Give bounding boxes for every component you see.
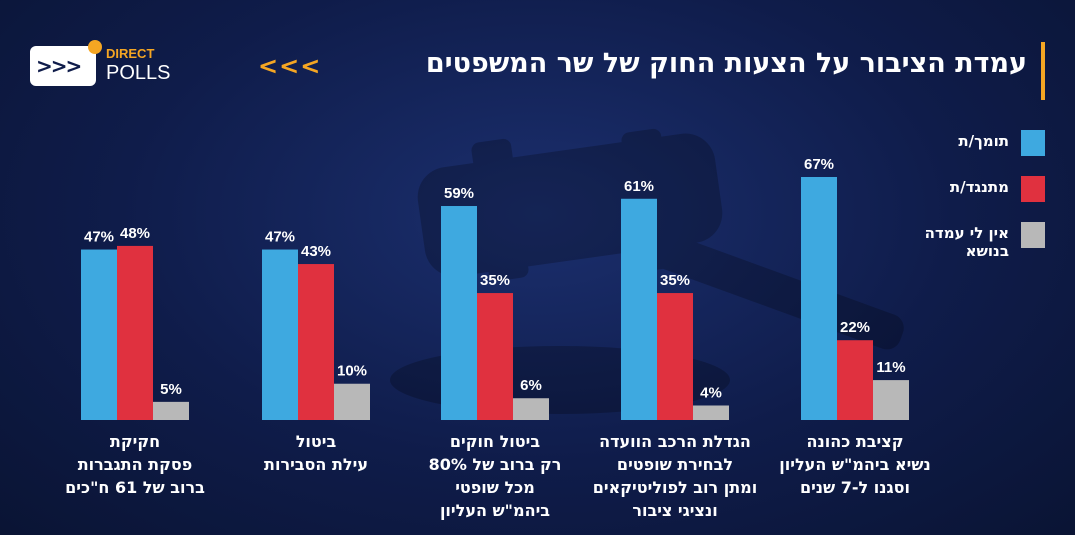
category-label-line: הגדלת הרכב הוועדה [599, 432, 751, 451]
data-label-support-2: 61% [624, 178, 654, 195]
category-label-line: עילת הסבירות [264, 455, 368, 474]
bar-no-opinion-3 [513, 398, 549, 420]
bar-oppose-5 [117, 245, 153, 420]
logo-text-polls: POLLS [106, 62, 171, 84]
category-label-line: וסגנו ל-7 שנים [799, 478, 911, 497]
logo-arrows-icon: >>> [36, 54, 82, 78]
legend-label-oppose: מתנגד/ת [949, 178, 1009, 196]
data-label-no-opinion-1: 11% [876, 359, 905, 376]
category-label-line: ביהמ"ש העליון [439, 501, 551, 520]
data-label-oppose-4: 43% [301, 243, 331, 260]
category-label-line: פסקת התגברות [77, 455, 193, 474]
data-label-oppose-1: 22% [840, 319, 870, 336]
category-label-2: הגדלת הרכב הוועדה לבחירת שופטים ומתן רוב ל… [590, 430, 760, 522]
data-label-oppose-5: 48% [120, 225, 150, 242]
category-label-line: נשיא ביהמ"ש העליון [779, 455, 931, 474]
bar-oppose-4 [298, 264, 334, 420]
bar-support-1 [801, 177, 837, 420]
bar-oppose-3 [477, 293, 513, 420]
title-accent-bar [1041, 42, 1045, 100]
data-label-support-1: 67% [804, 156, 834, 173]
bar-support-2 [621, 198, 657, 420]
data-label-support-4: 47% [265, 229, 295, 246]
title-arrows-icon: <<< [258, 52, 322, 80]
legend-label-support: תומך/ת [958, 132, 1009, 150]
bar-support-3 [441, 206, 477, 420]
data-label-no-opinion-3: 6% [520, 377, 542, 394]
direct-polls-logo: >>> DIRECT POLLS [30, 40, 171, 92]
category-label-line: ברוב של 61 ח"כים [65, 478, 205, 497]
category-label-line: ונציגי ציבור [632, 501, 718, 520]
category-label-line: ומתן רוב לפוליטיקאים [592, 478, 758, 497]
category-label-5: חקיקת פסקת התגברות ברוב של 61 ח"כים [50, 430, 220, 499]
data-label-no-opinion-5: 5% [160, 381, 182, 398]
data-label-oppose-2: 35% [660, 272, 690, 289]
legend-swatch-support [1021, 130, 1045, 156]
data-label-no-opinion-2: 4% [700, 384, 722, 401]
category-label-3: ביטול חוקים רק ברוב של 80% מכל שופטי ביהמ"ש… [410, 430, 580, 522]
legend-item-oppose: מתנגד/ת [895, 176, 1045, 222]
category-label-line: קציבת כהונה [806, 432, 904, 451]
bar-no-opinion-1 [873, 380, 909, 420]
category-label-line: ביטול חוקים [449, 432, 541, 451]
bar-support-5 [81, 249, 117, 420]
bar-no-opinion-5 [153, 401, 189, 420]
data-label-no-opinion-4: 10% [337, 363, 367, 380]
chart-legend: תומך/ת מתנגד/ת אין לי עמדה בנושא [895, 130, 1045, 268]
data-label-support-5: 47% [84, 229, 114, 246]
legend-swatch-oppose [1021, 176, 1045, 202]
bar-oppose-2 [657, 293, 693, 420]
bar-no-opinion-4 [334, 383, 370, 420]
category-label-line: לבחירת שופטים [616, 455, 734, 474]
legend-item-support: תומך/ת [895, 130, 1045, 176]
category-label-1: קציבת כהונה נשיא ביהמ"ש העליון וסגנו ל-7 ש… [770, 430, 940, 499]
category-label-line: מכל שופטי [455, 478, 535, 497]
legend-swatch-no-opinion [1021, 222, 1045, 248]
category-label-line: רק ברוב של 80% [428, 455, 562, 474]
data-label-oppose-3: 35% [480, 272, 510, 289]
legend-label-no-opinion: אין לי עמדה בנושא [924, 224, 1009, 260]
bar-no-opinion-2 [693, 405, 729, 420]
bar-oppose-1 [837, 340, 873, 420]
logo-text-direct: DIRECT [106, 46, 155, 61]
logo-arrows-box: >>> [30, 46, 96, 86]
logo-dot-icon [88, 40, 102, 54]
category-label-line: ביטול [295, 432, 337, 451]
chart-title: עמדת הציבור על הצעות החוק של שר המשפטים [425, 48, 1027, 79]
category-label-4: ביטול עילת הסבירות [231, 430, 401, 476]
legend-item-no-opinion: אין לי עמדה בנושא [895, 222, 1045, 268]
data-label-support-3: 59% [444, 185, 474, 202]
bar-support-4 [262, 249, 298, 420]
category-label-line: חקיקת [109, 432, 161, 451]
